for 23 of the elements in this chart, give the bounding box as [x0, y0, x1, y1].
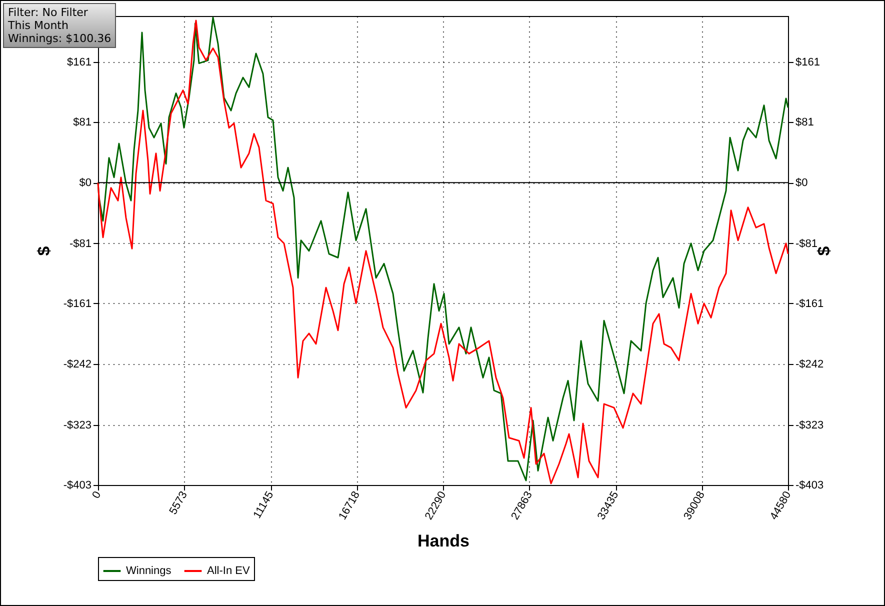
- y2-tick-label: $0: [796, 177, 808, 190]
- y-tick-label: -$403: [63, 480, 92, 492]
- y2-tick-label: -$242: [796, 358, 824, 371]
- legend-label: All-In EV: [207, 565, 250, 577]
- y2-tick-label: $161: [796, 56, 820, 68]
- y-axis-title: $: [34, 246, 54, 256]
- y-tick-label: $81: [73, 116, 92, 128]
- y-tick-label: -$81: [69, 238, 92, 250]
- text: This Month: [8, 19, 70, 32]
- y2-tick-label: $81: [796, 116, 814, 128]
- x-tick-label: 0: [90, 490, 104, 501]
- y-tick-label: $0: [79, 177, 92, 190]
- y2-tick-label: -$323: [796, 419, 824, 432]
- y-tick-label: -$323: [63, 419, 92, 432]
- y-tick-label: -$242: [63, 358, 92, 371]
- y2-tick-label: -$403: [796, 480, 824, 492]
- y-tick-label: -$161: [63, 298, 92, 310]
- text: Filter: No Filter: [8, 6, 89, 19]
- y-tick-label: $161: [67, 56, 92, 68]
- legend-label: Winnings: [126, 565, 172, 577]
- y2-tick-label: -$161: [796, 298, 824, 310]
- annotation: Winnings: $100.36: [8, 32, 112, 45]
- x-axis-title: Hands: [418, 531, 470, 550]
